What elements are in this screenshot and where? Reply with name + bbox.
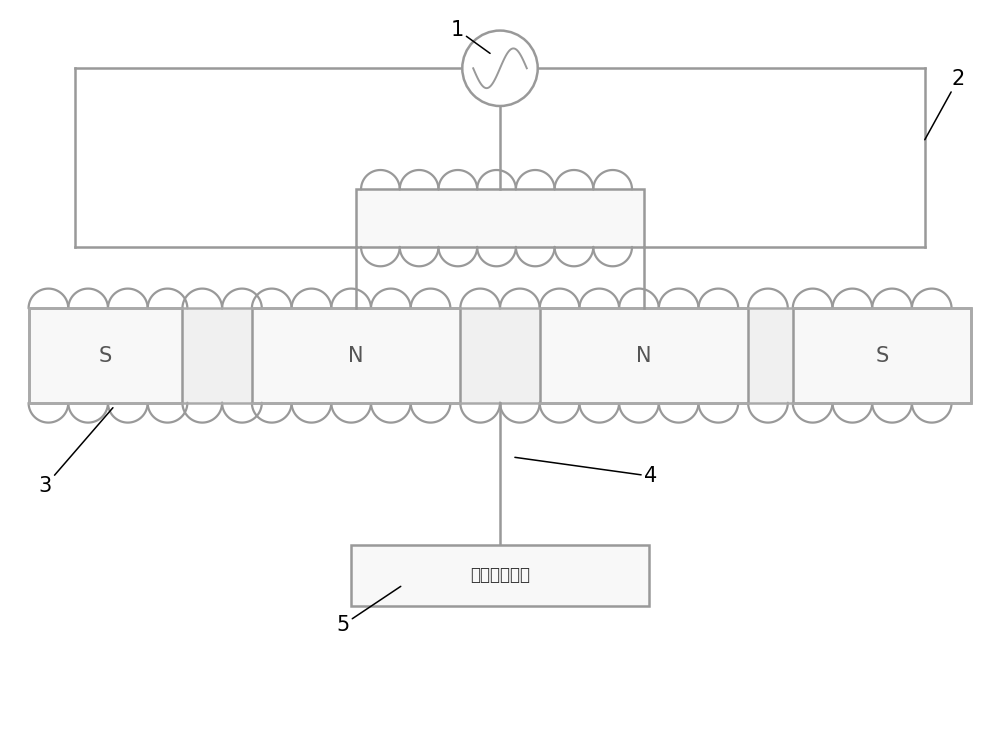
Text: N: N — [348, 345, 364, 365]
Text: 5: 5 — [336, 587, 401, 635]
Text: 2: 2 — [925, 69, 965, 139]
Bar — [29, 308, 182, 403]
Text: 3: 3 — [39, 407, 113, 496]
Text: 1: 1 — [450, 19, 490, 53]
Bar — [351, 545, 649, 606]
Bar — [540, 308, 748, 403]
Text: N: N — [636, 345, 652, 365]
Text: S: S — [99, 345, 112, 365]
Circle shape — [462, 30, 538, 106]
Text: 调制解析电路: 调制解析电路 — [470, 567, 530, 584]
Text: S: S — [875, 345, 889, 365]
Bar — [29, 308, 971, 403]
Bar — [356, 190, 644, 247]
Bar — [793, 308, 971, 403]
Bar — [29, 308, 971, 403]
Bar — [252, 308, 460, 403]
Text: 4: 4 — [515, 458, 657, 486]
